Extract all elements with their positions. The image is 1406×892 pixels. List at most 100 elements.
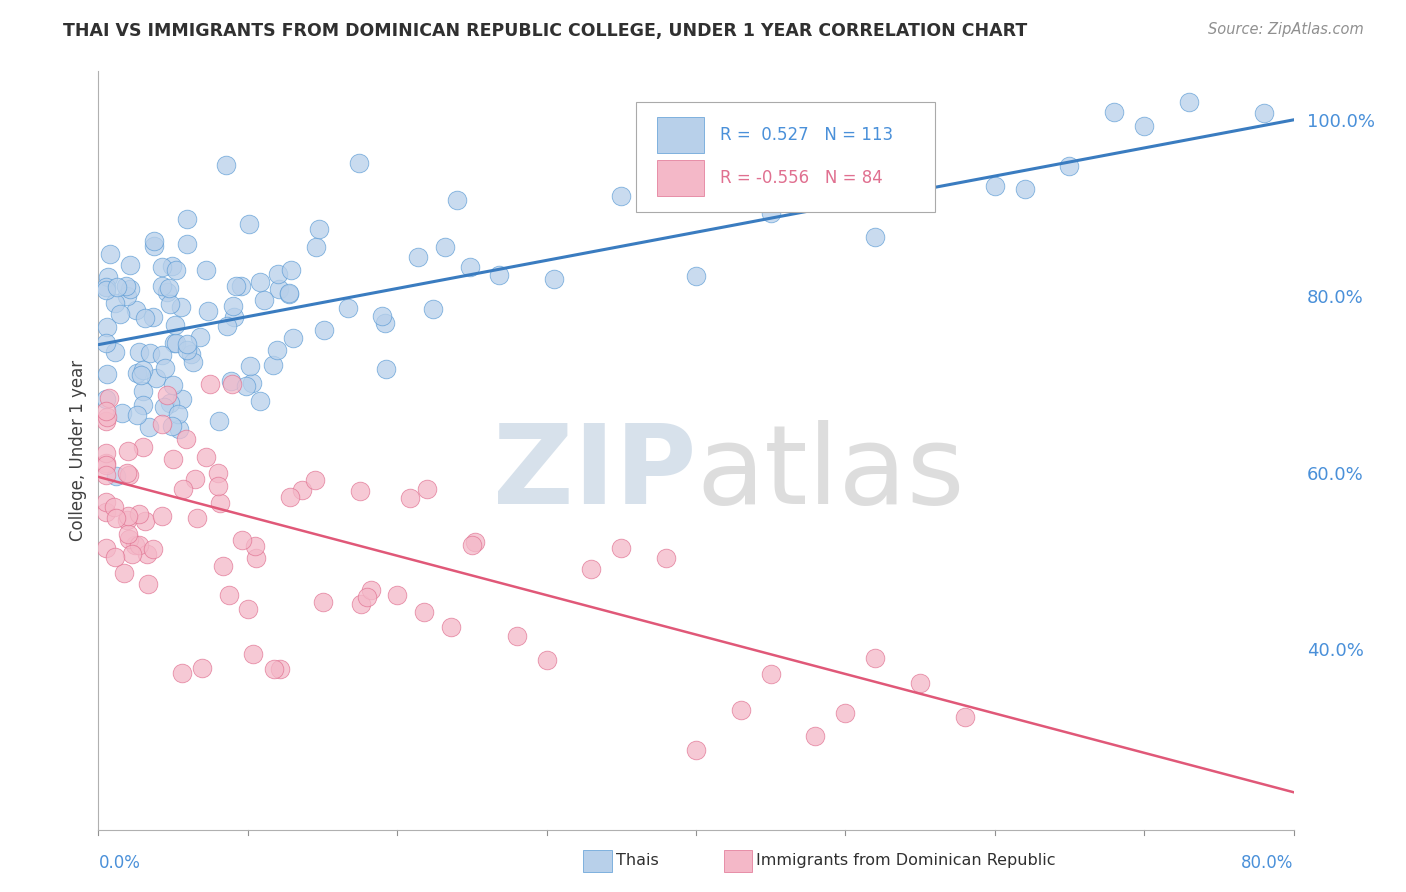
Point <box>167 407 190 421</box>
Point <box>804 729 827 743</box>
Point <box>170 665 193 680</box>
Point <box>139 346 162 360</box>
Point <box>162 378 184 392</box>
Point <box>759 667 782 681</box>
Point <box>730 703 752 717</box>
Point <box>834 706 856 720</box>
Point <box>413 605 436 619</box>
Point <box>115 289 138 303</box>
Point <box>461 538 484 552</box>
Point <box>224 310 246 324</box>
Point <box>117 526 139 541</box>
Point <box>160 259 183 273</box>
Point <box>176 236 198 251</box>
Point <box>336 301 359 316</box>
Point <box>253 293 276 307</box>
Point <box>94 283 117 297</box>
FancyBboxPatch shape <box>657 160 704 196</box>
Point <box>464 535 486 549</box>
Point <box>152 508 174 523</box>
Point <box>266 343 288 358</box>
Point <box>685 269 707 284</box>
Point <box>176 432 198 446</box>
Point <box>280 263 302 277</box>
Point <box>170 392 193 406</box>
Text: R =  0.527   N = 113: R = 0.527 N = 113 <box>720 126 893 144</box>
Point <box>350 597 373 611</box>
Point <box>267 267 290 281</box>
Point <box>245 550 267 565</box>
Point <box>120 258 142 272</box>
Point <box>115 513 138 527</box>
Point <box>229 279 252 293</box>
Point <box>104 344 127 359</box>
Point <box>536 653 558 667</box>
Point <box>127 409 149 423</box>
Point <box>186 511 208 525</box>
Point <box>865 229 887 244</box>
Point <box>142 541 165 556</box>
Point <box>131 363 153 377</box>
Point <box>953 710 976 724</box>
Point <box>98 391 121 405</box>
Point <box>207 467 229 481</box>
Point <box>240 376 263 391</box>
Point <box>1059 159 1081 173</box>
Text: 80.0%: 80.0% <box>1241 855 1294 872</box>
Point <box>349 156 371 170</box>
Point <box>374 362 396 376</box>
Text: ZIP: ZIP <box>492 420 696 526</box>
Point <box>759 206 782 220</box>
Point <box>180 347 202 361</box>
Point <box>111 406 134 420</box>
Point <box>167 421 190 435</box>
Point <box>136 576 159 591</box>
Point <box>458 260 481 274</box>
Point <box>94 541 117 556</box>
Point <box>176 211 198 226</box>
Point <box>118 532 141 546</box>
Point <box>215 319 238 334</box>
Text: Immigrants from Dominican Republic: Immigrants from Dominican Republic <box>756 854 1056 868</box>
Point <box>277 286 299 301</box>
Point <box>94 280 117 294</box>
Point <box>159 296 181 310</box>
Point <box>440 620 463 634</box>
Point <box>370 310 392 324</box>
Point <box>131 399 153 413</box>
Point <box>115 466 138 480</box>
Point <box>278 491 301 505</box>
Point <box>152 278 174 293</box>
Point <box>143 239 166 253</box>
Point <box>118 282 141 296</box>
Point <box>804 123 827 137</box>
Point <box>208 414 231 428</box>
Point <box>124 538 146 552</box>
Point <box>908 133 931 147</box>
Point <box>446 193 468 207</box>
FancyBboxPatch shape <box>637 102 935 211</box>
Point <box>165 263 187 277</box>
Point <box>96 409 118 424</box>
Point <box>142 310 165 325</box>
Point <box>160 419 183 434</box>
Point <box>156 285 179 299</box>
Point <box>94 336 117 351</box>
Point <box>163 335 186 350</box>
Point <box>142 234 165 248</box>
Point <box>159 281 181 295</box>
Point <box>655 550 678 565</box>
Point <box>304 473 326 487</box>
Point <box>129 368 152 382</box>
Point <box>94 505 117 519</box>
Point <box>277 287 299 301</box>
Point <box>96 367 118 381</box>
Point <box>506 628 529 642</box>
Point <box>416 482 439 496</box>
Point <box>1014 182 1036 196</box>
Point <box>132 440 155 454</box>
Point <box>150 348 173 362</box>
Point <box>150 417 173 432</box>
Point <box>543 272 565 286</box>
Point <box>128 345 150 359</box>
